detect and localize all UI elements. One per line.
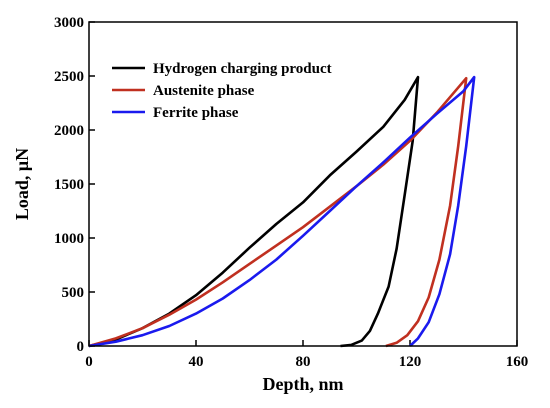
- y-tick-label: 0: [77, 339, 85, 355]
- legend: Hydrogen charging product Austenite phase…: [112, 61, 332, 121]
- y-tick-label: 1000: [54, 231, 84, 247]
- x-tick-label: 160: [506, 354, 529, 370]
- x-tick-label: 0: [85, 354, 93, 370]
- x-tick-label: 40: [189, 354, 204, 370]
- series-line-0: [88, 75, 420, 348]
- legend-label-0: Hydrogen charging product: [153, 61, 332, 77]
- legend-label-1: Austenite phase: [153, 83, 255, 99]
- series-line-2: [88, 75, 476, 348]
- series-layer: [88, 75, 476, 348]
- series-line-1: [88, 76, 468, 348]
- y-tick-label: 2500: [54, 69, 84, 85]
- y-tick-label: 1500: [54, 177, 84, 193]
- x-tick-label: 120: [399, 354, 422, 370]
- y-tick-label: 500: [62, 285, 85, 301]
- x-tick-label: 80: [296, 354, 311, 370]
- legend-label-2: Ferrite phase: [153, 105, 239, 121]
- plot-frame: [88, 21, 518, 347]
- y-tick-label: 3000: [54, 15, 84, 31]
- y-axis-title: Load, μN: [12, 148, 32, 220]
- x-axis-title: Depth, nm: [262, 374, 343, 394]
- y-tick-label: 2000: [54, 123, 84, 139]
